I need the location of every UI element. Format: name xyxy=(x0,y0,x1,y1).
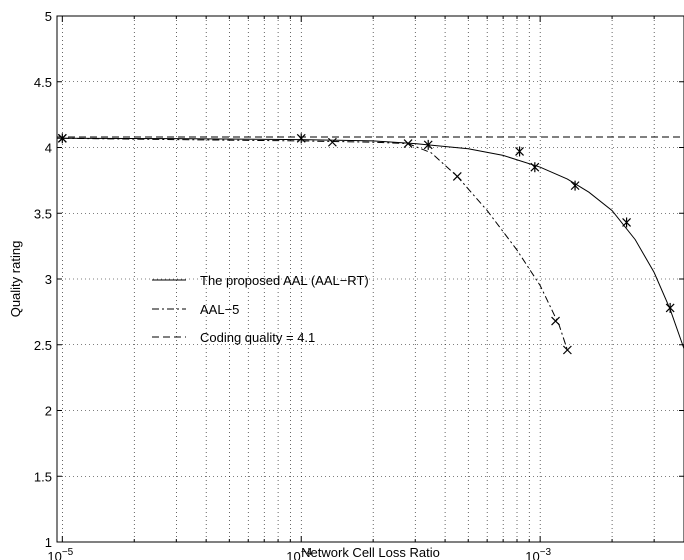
y-tick-label: 1.5 xyxy=(34,469,52,484)
legend-label-aal5: AAL−5 xyxy=(200,302,239,317)
x-marker xyxy=(403,139,413,148)
asterisk-marker xyxy=(423,139,433,150)
grid xyxy=(57,16,684,542)
asterisk-marker xyxy=(530,162,540,173)
y-axis-label: Quality rating xyxy=(8,241,23,318)
asterisk-marker xyxy=(622,217,632,228)
y-tick-label: 3 xyxy=(45,272,52,287)
asterisk-marker xyxy=(665,302,675,313)
y-tick-label: 5 xyxy=(45,9,52,24)
y-tick-label: 3.5 xyxy=(34,206,52,221)
y-tick-label: 2 xyxy=(45,404,52,419)
asterisk-marker xyxy=(296,133,306,144)
x-marker xyxy=(562,345,572,355)
series-layer xyxy=(57,133,684,355)
marker-stroke xyxy=(327,137,337,147)
x-marker xyxy=(57,133,67,143)
x-axis-label: Network Cell Loss Ratio xyxy=(301,545,440,560)
marker-stroke xyxy=(57,133,67,143)
asterisk-marker xyxy=(570,180,580,191)
legend: The proposed AAL (AAL−RT) AAL−5 Coding q… xyxy=(152,273,369,345)
axes: 1 1.5 2 2.5 3 3.5 4 4.5 5 10−5 10−4 10−3 xyxy=(34,9,684,560)
x-marker xyxy=(452,172,462,181)
series-line-1 xyxy=(62,137,568,351)
y-tick-label: 1 xyxy=(45,535,52,550)
x-tick-label: 10−4 xyxy=(286,547,312,560)
marker-stroke xyxy=(403,139,413,148)
marker-stroke xyxy=(452,172,462,181)
x-marker xyxy=(327,137,337,147)
series-line-0 xyxy=(57,137,684,349)
x-tick-label: 10−3 xyxy=(525,547,551,560)
y-tick-label: 4.5 xyxy=(34,75,52,90)
marker-stroke xyxy=(562,345,572,355)
x-marker xyxy=(551,316,560,326)
legend-label-aal-rt: The proposed AAL (AAL−RT) xyxy=(200,273,369,288)
y-tick-label: 4 xyxy=(45,141,52,156)
y-tick-label: 2.5 xyxy=(34,338,52,353)
x-tick-label: 10−5 xyxy=(47,547,73,560)
asterisk-marker xyxy=(515,146,524,157)
legend-label-coding-quality: Coding quality = 4.1 xyxy=(200,330,315,345)
marker-stroke xyxy=(551,316,560,326)
